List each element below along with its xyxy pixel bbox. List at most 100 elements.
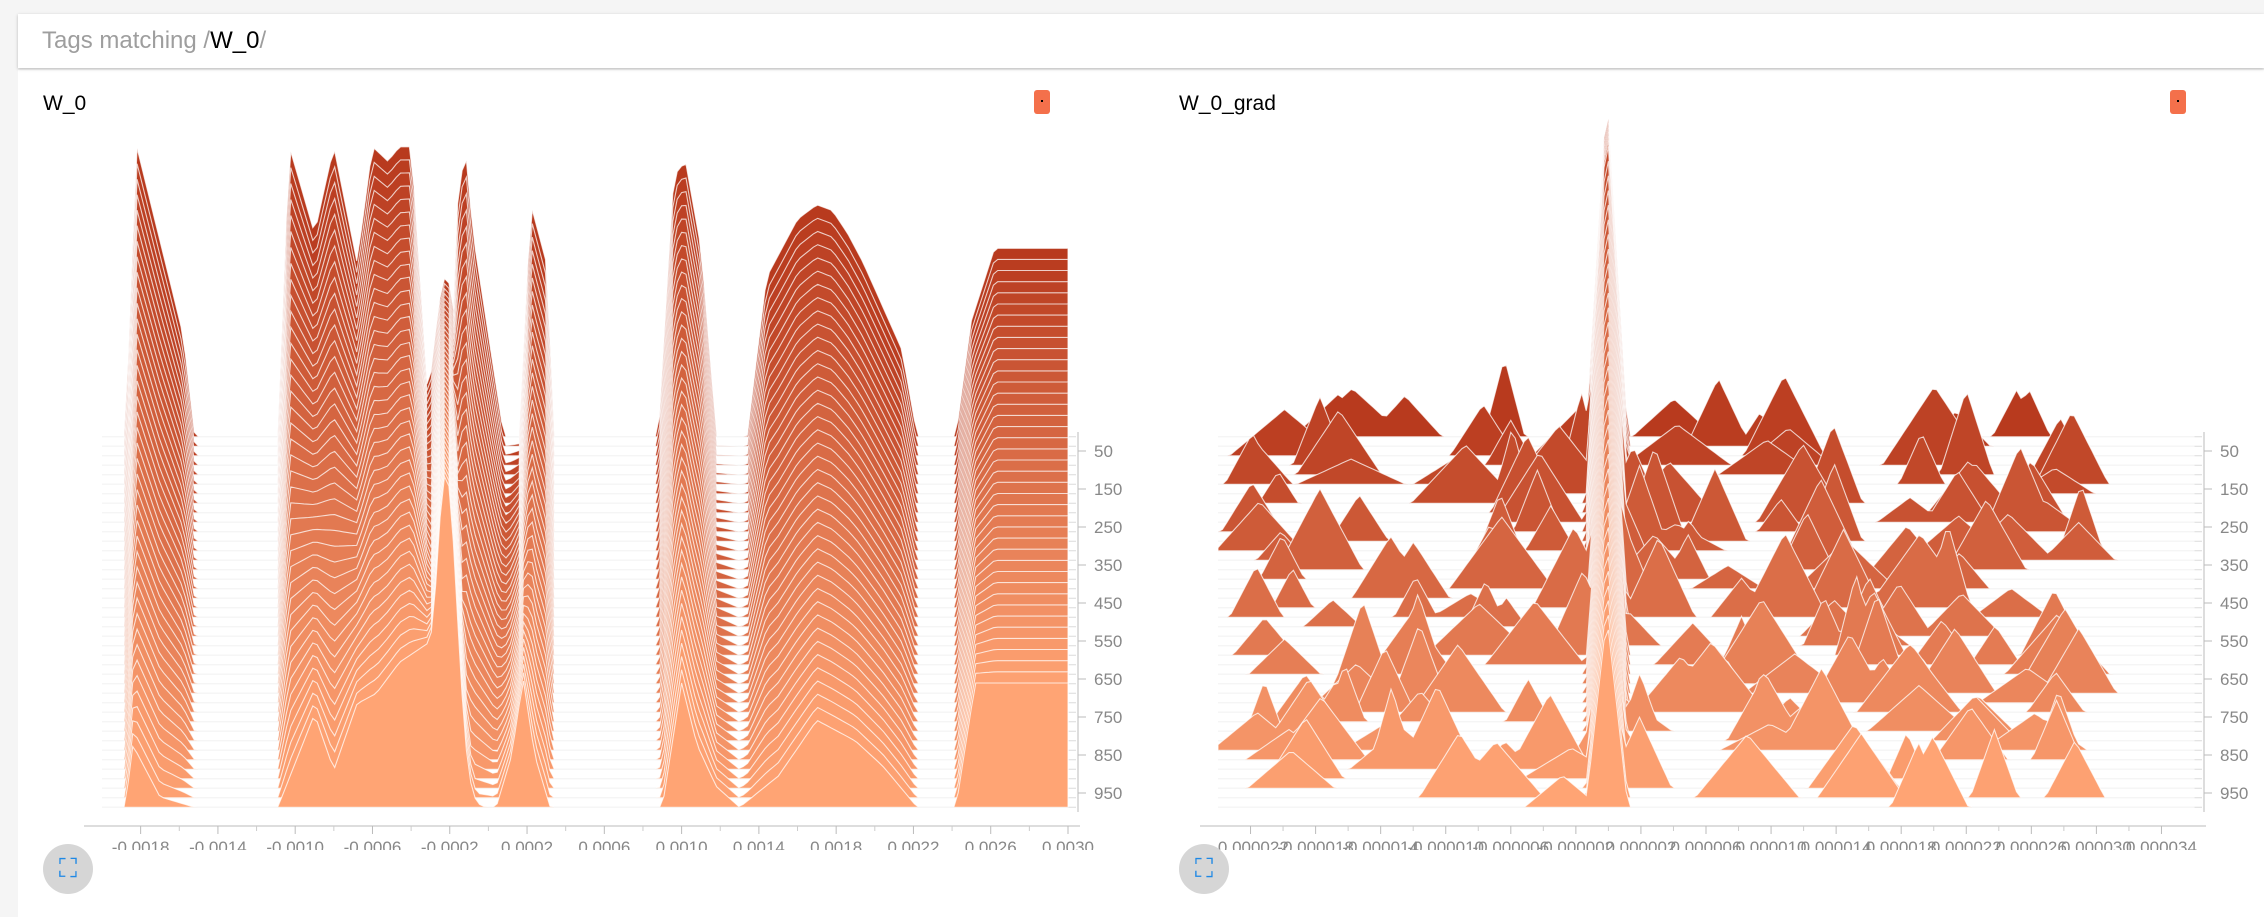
x-tick-label: -0.000014: [1342, 838, 1419, 850]
y-tick-label: 50: [2220, 442, 2239, 461]
x-tick-label: 0.000010: [1736, 838, 1807, 850]
x-tick-label: -0.000002: [1538, 838, 1615, 850]
histogram-slice: [101, 368, 1069, 609]
histogram-slice: [101, 315, 1069, 561]
y-tick-label: 950: [1094, 784, 1122, 803]
x-axis: -0.000022-0.000018-0.000014-0.000010-0.0…: [1200, 825, 2206, 850]
histogram-slice: [101, 172, 1069, 457]
histogram-slice: [1217, 123, 2195, 447]
histogram-slice: [101, 423, 1069, 713]
x-tick-label: 0.000026: [1996, 838, 2067, 850]
histogram-slice: [101, 398, 1069, 666]
histogram-slice: [101, 146, 1069, 438]
x-tick-label: -0.0002: [421, 838, 479, 850]
y-tick-label: 350: [2220, 556, 2248, 575]
tag-filter-header[interactable]: Tags matching /W_0/: [18, 14, 2264, 68]
histogram-slice: [101, 159, 1069, 447]
histogram-slice: [101, 237, 1069, 504]
histogram-slice: [101, 328, 1069, 571]
histogram-slice: [1217, 307, 2195, 599]
y-tick-label: 850: [1094, 746, 1122, 765]
histogram-slice: [1217, 629, 2195, 808]
histogram-slice: [101, 449, 1069, 761]
histogram-card-w0: W_0 -0.0018 -0.0014 -0.0010 -0.0006 -0.0002 0…: [18, 70, 1138, 917]
y-tick-label: 250: [1094, 518, 1122, 537]
histogram-slice: [101, 224, 1069, 495]
histogram-slice: [101, 341, 1069, 580]
histogram-slice: [101, 198, 1069, 476]
histogram-slice: [101, 474, 1069, 808]
histogram-slices: [101, 146, 1069, 808]
x-tick-label: -0.0010: [266, 838, 324, 850]
histogram-slice: [101, 418, 1069, 704]
x-tick-label: 0.0018: [810, 838, 862, 850]
histogram-slice: [101, 211, 1069, 485]
histogram-slice: [1217, 483, 2195, 713]
x-tick-label: -0.000006: [1473, 838, 1550, 850]
card-title: W_0: [43, 92, 87, 115]
histogram-slice: [101, 263, 1069, 523]
x-tick-label: -0.0014: [189, 838, 247, 850]
x-tick-label: -0.000018: [1277, 838, 1354, 850]
y-tick-label: 550: [1094, 632, 1122, 651]
x-tick-label: 0.0026: [965, 838, 1017, 850]
x-tick-label: 0.000030: [2061, 838, 2132, 850]
x-tick-label: 0.000002: [1605, 838, 1676, 850]
y-tick-label: 150: [2220, 480, 2248, 499]
x-tick-label: 0.0010: [656, 838, 708, 850]
y-tick-label: 750: [1094, 708, 1122, 727]
histogram-slice: [101, 185, 1069, 466]
card-title: W_0_grad: [1179, 92, 1276, 115]
y-tick-label: 850: [2220, 746, 2248, 765]
x-tick-label: 0.000034: [2126, 838, 2197, 850]
y-tick-label: 350: [1094, 556, 1122, 575]
run-color-chip[interactable]: [2170, 90, 2186, 114]
x-tick-label: 0.000006: [1671, 838, 1742, 850]
histogram-card-w0-grad: W_0_grad -0.000022 -0.000018 -0.000014 -0.0…: [1154, 70, 2264, 917]
histogram-slice: [101, 464, 1069, 789]
x-tick-label: -0.0018: [112, 838, 170, 850]
histogram-slice: [101, 302, 1069, 552]
y-tick-label: 150: [1094, 480, 1122, 499]
x-tick-label: -0.000010: [1407, 838, 1484, 850]
y-tick-label: 450: [2220, 594, 2248, 613]
histogram-slice: [1217, 136, 2195, 476]
histogram-slice: [1217, 336, 2195, 618]
y-tick-label: 450: [1094, 594, 1122, 613]
histogram-slice: [1217, 219, 2195, 542]
fullscreen-icon[interactable]: ⛶: [1179, 844, 1229, 894]
histogram-slice: [101, 363, 1069, 599]
x-tick-label: 0.000022: [1931, 838, 2002, 850]
x-tick-label: 0.0014: [733, 838, 785, 850]
x-tick-label: 0.0006: [578, 838, 630, 850]
histogram-slice: [101, 439, 1069, 742]
y-axis: 50 150 250 350 450 550 650 750 850 950: [2203, 432, 2248, 812]
histogram-slice: [101, 413, 1069, 694]
y-tick-label: 650: [2220, 670, 2248, 689]
y-tick-label: 950: [2220, 784, 2248, 803]
y-tick-label: 50: [1094, 442, 1113, 461]
tag-filter-pattern[interactable]: W_0: [210, 27, 260, 54]
histogram-slice: [1217, 585, 2195, 780]
histogram-slice: [1217, 615, 2195, 799]
x-tick-label: 0.0030: [1042, 838, 1094, 850]
histogram-slice: [101, 408, 1069, 685]
tag-filter-prefix: Tags matching /: [42, 27, 211, 54]
histogram-slice: [101, 434, 1069, 732]
x-tick-label: 0.000018: [1866, 838, 1937, 850]
histogram-chart-w0-grad: -0.000022-0.000018-0.000014-0.000010-0.0…: [1200, 118, 2248, 850]
x-axis: -0.0018 -0.0014 -0.0010 -0.0006 -0.0002 0.000…: [84, 825, 1094, 850]
histogram-slice: [101, 469, 1069, 799]
x-tick-label: -0.0006: [344, 838, 402, 850]
histogram-slice: [101, 373, 1069, 618]
y-tick-label: 750: [2220, 708, 2248, 727]
histogram-slice: [101, 393, 1069, 656]
histogram-chart-w0: -0.0018 -0.0014 -0.0010 -0.0006 -0.0002 0.000…: [84, 146, 1122, 850]
y-tick-label: 550: [2220, 632, 2248, 651]
run-color-chip[interactable]: [1034, 90, 1050, 114]
x-tick-label: 0.000014: [1801, 838, 1872, 850]
fullscreen-icon[interactable]: ⛶: [43, 844, 93, 894]
baseline-lines: [102, 436, 1076, 808]
x-tick-label: 0.0022: [887, 838, 939, 850]
